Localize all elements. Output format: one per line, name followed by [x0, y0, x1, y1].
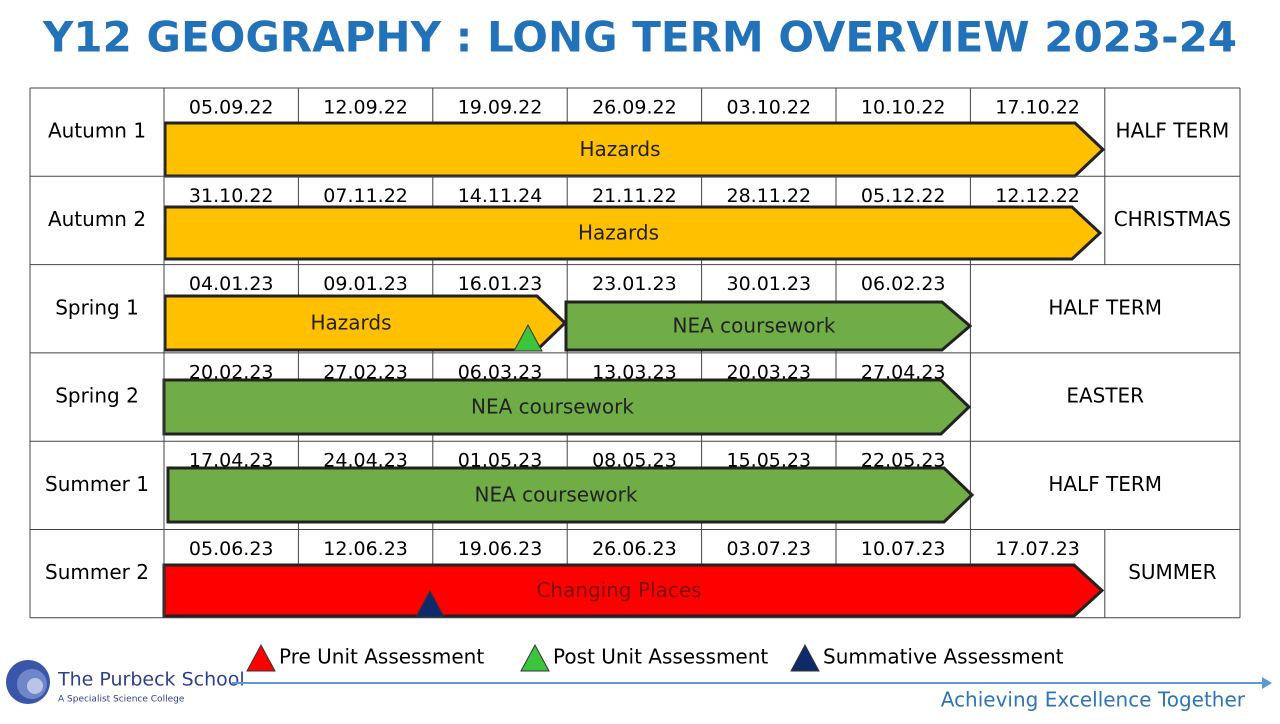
date: 27.02.23: [323, 361, 408, 383]
unit-label: Hazards: [579, 137, 660, 161]
holiday: HALF TERM: [1116, 119, 1230, 143]
unit-label: NEA coursework: [475, 483, 638, 507]
date: 08.05.23: [592, 450, 677, 472]
date: 27.04.23: [861, 361, 946, 383]
date: 14.11.24: [458, 185, 543, 207]
title: Y12 GEOGRAPHY : LONG TERM OVERVIEW 2023-…: [42, 13, 1237, 62]
school-subtitle: A Specialist Science College: [58, 695, 185, 705]
unit-bar: [564, 300, 973, 352]
date: 15.05.23: [726, 450, 811, 472]
school-name: The Purbeck School: [57, 669, 245, 691]
date: 21.11.22: [592, 185, 677, 207]
term: Summer 1: [45, 472, 149, 496]
unit-bar: [163, 121, 1106, 178]
logo: [6, 660, 50, 704]
term: Autumn 1: [48, 119, 146, 143]
date: 26.09.22: [592, 97, 677, 119]
date: 17.07.23: [995, 538, 1080, 560]
date: 19.09.22: [458, 97, 543, 119]
tagline: Achieving Excellence Together: [941, 688, 1246, 712]
date: 22.05.23: [861, 450, 946, 472]
unit-bar: [163, 294, 568, 352]
holiday: SUMMER: [1128, 560, 1216, 584]
holiday: HALF TERM: [1048, 472, 1162, 496]
date: 20.02.23: [189, 361, 274, 383]
date: 05.09.22: [189, 97, 274, 119]
date: 06.03.23: [458, 361, 543, 383]
date: 30.01.23: [726, 273, 811, 295]
date: 23.01.23: [592, 273, 677, 295]
date: 05.12.22: [861, 185, 946, 207]
unit-label: Changing Places: [536, 578, 701, 602]
footer-arrow: [1262, 677, 1272, 689]
date: 19.06.23: [458, 538, 543, 560]
date: 09.01.23: [323, 273, 408, 295]
post-assessment-marker: [513, 323, 543, 352]
date: 03.10.22: [726, 97, 811, 119]
date: 16.01.23: [458, 273, 543, 295]
date: 10.10.22: [861, 97, 946, 119]
term: Autumn 2: [48, 207, 146, 231]
holiday: HALF TERM: [1048, 295, 1162, 319]
date: 01.05.23: [458, 450, 543, 472]
unit-label: Hazards: [578, 221, 659, 245]
date: 17.04.23: [189, 450, 274, 472]
legend-label: Summative Assessment: [823, 645, 1064, 669]
date: 26.06.23: [592, 538, 677, 560]
legend-label: Post Unit Assessment: [553, 645, 768, 669]
legend-marker: [790, 643, 820, 672]
date: 03.07.23: [726, 538, 811, 560]
legend-label: Pre Unit Assessment: [279, 645, 484, 669]
unit-label: Hazards: [310, 311, 391, 335]
summative-marker: [415, 589, 445, 618]
date: 12.12.22: [995, 185, 1080, 207]
unit-label: NEA coursework: [673, 314, 836, 338]
legend-marker: [520, 643, 550, 672]
date: 31.10.22: [189, 185, 274, 207]
term: Spring 2: [55, 384, 139, 408]
date: 28.11.22: [726, 185, 811, 207]
unit-label: NEA coursework: [471, 395, 634, 419]
date: 20.03.23: [726, 361, 811, 383]
date: 06.02.23: [861, 273, 946, 295]
date: 07.11.22: [323, 185, 408, 207]
date: 12.06.23: [323, 538, 408, 560]
date: 24.04.23: [323, 450, 408, 472]
date: 04.01.23: [189, 273, 274, 295]
date: 10.07.23: [861, 538, 946, 560]
holiday: CHRISTMAS: [1114, 207, 1231, 231]
unit-bar: [166, 466, 975, 524]
term: Spring 1: [55, 295, 139, 319]
date: 05.06.23: [189, 538, 274, 560]
holiday: EASTER: [1066, 384, 1144, 408]
term: Summer 2: [45, 560, 149, 584]
date: 17.10.22: [995, 97, 1080, 119]
legend-marker: [246, 643, 276, 672]
unit-bar: [163, 205, 1103, 261]
date: 12.09.22: [323, 97, 408, 119]
date: 13.03.23: [592, 361, 677, 383]
